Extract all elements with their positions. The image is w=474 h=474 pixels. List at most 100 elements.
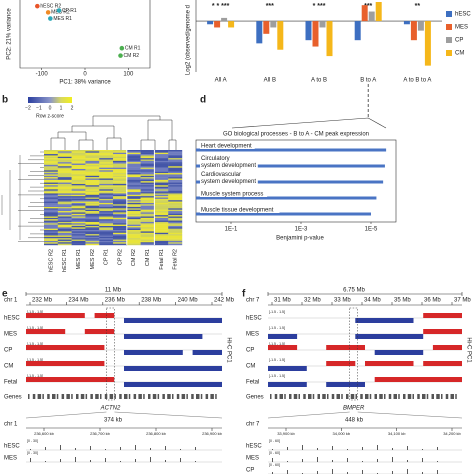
heatmap-cell (99, 156, 114, 159)
heatmap-cell (85, 178, 100, 181)
heatmap-cell (140, 219, 155, 221)
gene (128, 394, 131, 399)
heatmap-cell (57, 188, 72, 190)
heatmap-cell (85, 170, 100, 172)
heatmap-cell (113, 181, 127, 183)
heatmap-cell (168, 232, 183, 235)
heatmap-cell (154, 204, 169, 206)
heatmap-cell (71, 212, 86, 214)
heatmap-cell (126, 239, 141, 242)
heatmap-cell (154, 156, 169, 159)
bar (319, 21, 326, 28)
gene (274, 394, 278, 399)
heatmap-cell (126, 159, 141, 162)
heatmap-cell (113, 173, 127, 175)
heatmap-cell (168, 170, 183, 172)
heatmap-cell (71, 202, 86, 205)
heatmap-cell (57, 228, 72, 231)
heatmap-cell (154, 152, 169, 155)
heatmap-cell (99, 179, 114, 182)
heatmap-cell (44, 219, 58, 221)
heatmap-cell (140, 186, 155, 189)
heatmap-cell (168, 226, 183, 228)
heatmap-cell (44, 188, 58, 190)
heatmap-cell (85, 219, 100, 221)
heatmap-cell (154, 198, 169, 201)
heatmap-cell (85, 213, 100, 216)
gene (138, 394, 142, 399)
heatmap-cell (154, 234, 169, 236)
track-label: CM (246, 364, 255, 370)
heatmap-cell (126, 220, 141, 223)
heatmap-cell (113, 194, 127, 197)
heatmap-cell (113, 220, 127, 223)
heatmap-cell (71, 207, 86, 209)
range-label: [-1.5 - 1.5] (269, 342, 285, 346)
heatmap-cell (126, 197, 141, 200)
heatmap-cell (126, 201, 141, 204)
coordinate-label: 34 Mb (364, 298, 381, 304)
heatmap-cell (168, 238, 183, 240)
column-label: Fetal R2 (173, 249, 179, 270)
heatmap-cell (99, 159, 114, 162)
heatmap-cell (85, 235, 100, 238)
gene-label: ACTN2 (100, 406, 121, 412)
heatmap-cell (44, 155, 58, 157)
heatmap-cell (168, 205, 183, 208)
point (56, 8, 62, 13)
heatmap-cell (57, 159, 72, 162)
heatmap-cell (85, 151, 100, 153)
signal (75, 457, 76, 462)
signal (124, 334, 203, 339)
legend-swatch (446, 37, 452, 43)
heatmap-cell (85, 169, 100, 171)
heatmap-cell (113, 186, 127, 189)
heatmap-cell (168, 216, 183, 219)
heatmap-cell (57, 207, 72, 209)
heatmap-cell (140, 217, 155, 220)
coordinate-label: 232 Mb (32, 298, 53, 304)
heatmap-cell (168, 204, 183, 206)
heatmap-cell (140, 205, 155, 208)
heatmap-cell (71, 186, 86, 189)
gene-label: BMPER (343, 406, 365, 412)
heatmap-cell (126, 177, 141, 179)
heatmap-cell (57, 205, 72, 208)
gene (388, 394, 392, 399)
signal (268, 382, 307, 387)
heatmap-cell (126, 230, 141, 232)
heatmap-cell (126, 235, 141, 238)
gene (322, 394, 326, 399)
heatmap-cell (126, 164, 141, 167)
heatmap-cell (57, 234, 72, 236)
heatmap-cell (71, 220, 86, 223)
gene (71, 394, 73, 399)
signal (124, 366, 222, 371)
gene (66, 394, 70, 399)
heatmap-cell (154, 243, 169, 246)
heatmap-cell (168, 230, 183, 232)
heatmap-cell (126, 189, 141, 191)
legend-swatch (446, 24, 452, 30)
heatmap-cell (99, 152, 114, 155)
heatmap-cell (57, 155, 72, 157)
x-tick-label: A to B to A (403, 78, 431, 84)
gene (450, 394, 454, 399)
zoom-window (106, 307, 115, 401)
signal (272, 472, 273, 474)
heatmap-cell (140, 211, 155, 213)
gene (119, 394, 122, 399)
heatmap-cell (154, 196, 169, 198)
zoom-window (349, 307, 358, 401)
heatmap-cell (168, 228, 183, 231)
label-background (200, 155, 237, 162)
heatmap-cell (140, 227, 155, 229)
bar (326, 21, 333, 57)
heatmap-cell (168, 217, 183, 220)
heatmap-cell (140, 238, 155, 240)
gene (398, 394, 400, 399)
signal (365, 361, 414, 366)
point-label: hESC R2 (40, 4, 61, 10)
heatmap-cell (85, 197, 100, 200)
heatmap-cell (126, 163, 141, 166)
